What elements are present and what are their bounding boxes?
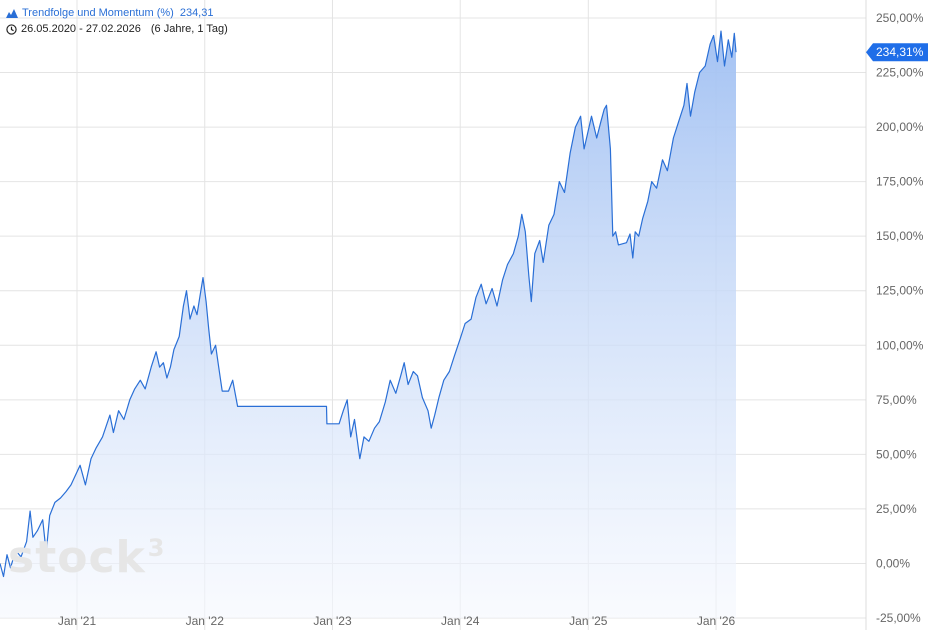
clock-icon bbox=[6, 23, 17, 35]
y-tick-label: 25,00% bbox=[876, 502, 917, 516]
y-tick-label: 250,00% bbox=[876, 11, 924, 25]
y-tick-label: 100,00% bbox=[876, 338, 924, 352]
y-tick-label: 150,00% bbox=[876, 229, 924, 243]
x-axis: Jan '21 Jan '22 Jan '23 Jan '24 Jan '25 Jan '… bbox=[58, 614, 736, 628]
y-tick-label: 200,00% bbox=[876, 120, 924, 134]
y-tick-label: 175,00% bbox=[876, 175, 924, 189]
x-tick-label: Jan '26 bbox=[697, 614, 736, 628]
mountain-chart-icon bbox=[6, 9, 18, 18]
y-tick-label: 225,00% bbox=[876, 66, 924, 80]
series-line bbox=[0, 30, 737, 578]
series-area bbox=[0, 31, 736, 619]
x-tick-label: Jan '25 bbox=[569, 614, 608, 628]
y-axis: 250,00% 225,00% 200,00% 175,00% 150,00% 125,0… bbox=[876, 11, 924, 625]
legend-range-row[interactable]: 26.05.2020 - 27.02.2026 (6 Jahre, 1 Tag) bbox=[6, 21, 228, 37]
y-tick-label: 75,00% bbox=[876, 393, 917, 407]
legend-series-value: 234,31 bbox=[179, 7, 214, 19]
x-tick-label: Jan '21 bbox=[58, 614, 97, 628]
y-tick-label: 0,00% bbox=[876, 556, 910, 570]
y-tick-label: 50,00% bbox=[876, 447, 917, 461]
x-tick-label: Jan '22 bbox=[186, 614, 225, 628]
last-value-badge: 234,31% bbox=[866, 43, 928, 62]
x-tick-label: Jan '23 bbox=[313, 614, 352, 628]
y-tick-label: 125,00% bbox=[876, 284, 924, 298]
legend-range-info: (6 Jahre, 1 Tag) bbox=[150, 23, 228, 35]
legend-series-name: Trendfolge und Momentum (%) bbox=[22, 7, 174, 19]
last-value-label: 234,31% bbox=[876, 45, 924, 59]
plot-area bbox=[0, 30, 737, 619]
legend-date-range: 26.05.2020 - 27.02.2026 bbox=[21, 23, 141, 35]
y-tick-label: -25,00% bbox=[876, 611, 921, 625]
legend-series-row[interactable]: Trendfolge und Momentum (%) 234,31 bbox=[6, 5, 228, 21]
last-value-badge-shape bbox=[866, 43, 928, 62]
chart-legend: Trendfolge und Momentum (%) 234,31 26.05… bbox=[6, 5, 228, 37]
x-tick-label: Jan '24 bbox=[441, 614, 480, 628]
